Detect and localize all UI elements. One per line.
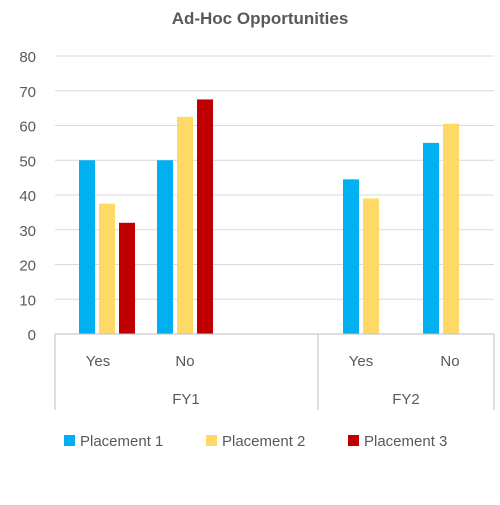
y-tick-label: 40 [19,188,36,205]
bar [157,160,173,334]
y-tick-label: 80 [19,49,36,66]
y-tick-label: 10 [19,292,36,309]
legend-label: Placement 3 [364,433,447,450]
bar [363,198,379,334]
legend-swatch [348,435,359,446]
x-group-label: FY1 [172,391,200,408]
x-axis-labels: Yes No Yes No FY1 FY2 [86,353,460,408]
x-category-label: No [440,353,459,370]
x-category-label: No [175,353,194,370]
y-tick-label: 50 [19,153,36,170]
y-tick-label: 60 [19,119,36,136]
bar [197,99,213,334]
y-tick-label: 20 [19,258,36,275]
bar [343,179,359,334]
legend-swatch [64,435,75,446]
y-tick-label: 0 [28,327,36,344]
legend-swatch [206,435,217,446]
y-axis-ticks: 0 10 20 30 40 50 60 70 80 [19,49,36,344]
x-axis [54,333,495,410]
chart-title: Ad-Hoc Opportunities [172,9,349,28]
bars [79,99,459,334]
bar [119,222,135,334]
bar [423,142,439,334]
bar [79,160,95,334]
legend-label: Placement 2 [222,433,305,450]
bar [99,203,115,334]
bar [443,123,459,334]
y-tick-label: 70 [19,84,36,101]
legend-label: Placement 1 [80,433,163,450]
x-category-label: Yes [86,353,110,370]
x-group-label: FY2 [392,391,420,408]
x-category-label: Yes [349,353,373,370]
legend: Placement 1 Placement 2 Placement 3 [64,433,447,450]
bar [177,116,193,334]
y-tick-label: 30 [19,223,36,240]
